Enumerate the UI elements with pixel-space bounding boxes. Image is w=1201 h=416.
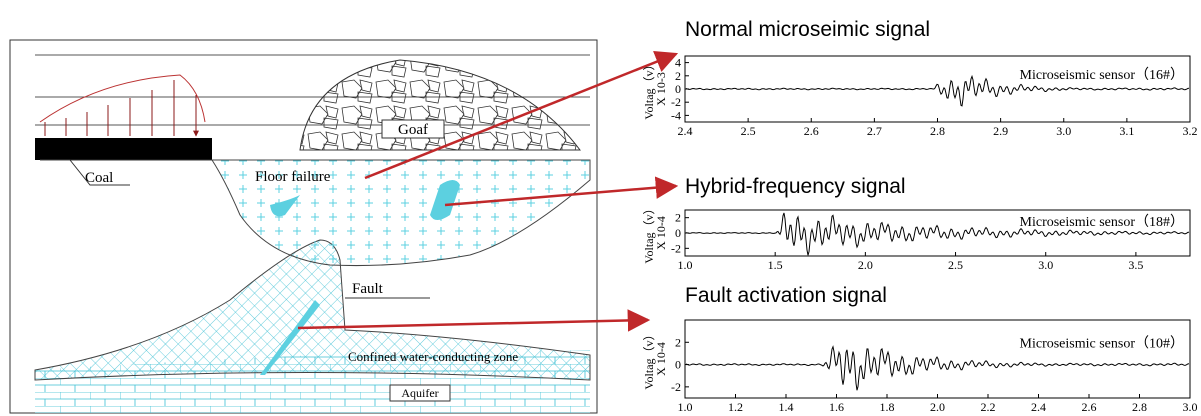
x-tick-label: 2.6 bbox=[804, 124, 819, 138]
x-tick-label: 1.4 bbox=[779, 400, 794, 414]
y-scale-label: X 10-4 bbox=[654, 216, 668, 250]
aquifer-label: Aquifer bbox=[401, 386, 438, 400]
y-axis-label: Voltag（v） bbox=[642, 58, 656, 119]
x-tick-label: 1.5 bbox=[768, 258, 783, 272]
y-scale-label: X 10-3 bbox=[654, 72, 668, 106]
waveform bbox=[685, 345, 1190, 391]
y-tick-label: 0 bbox=[675, 82, 681, 96]
x-tick-label: 1.2 bbox=[728, 400, 743, 414]
x-tick-label: 1.6 bbox=[829, 400, 844, 414]
x-tick-label: 2.5 bbox=[741, 124, 756, 138]
y-scale-label: X 10-4 bbox=[654, 342, 668, 376]
x-tick-label: 3.0 bbox=[1038, 258, 1053, 272]
arrows bbox=[297, 51, 679, 332]
x-tick-label: 2.8 bbox=[1132, 400, 1147, 414]
x-tick-label: 3.0 bbox=[1183, 400, 1198, 414]
panel-title: Hybrid-frequency signal bbox=[685, 175, 906, 198]
x-tick-label: 2.7 bbox=[867, 124, 882, 138]
y-tick-label: -2 bbox=[671, 241, 681, 255]
x-tick-label: 2.6 bbox=[1082, 400, 1097, 414]
y-tick-label: 2 bbox=[675, 211, 681, 225]
x-tick-label: 2.8 bbox=[930, 124, 945, 138]
x-tick-label: 3.5 bbox=[1128, 258, 1143, 272]
y-tick-label: 2 bbox=[675, 69, 681, 83]
y-axis-label: Voltag（v） bbox=[642, 328, 656, 389]
x-tick-label: 2.2 bbox=[981, 400, 996, 414]
sensor-label: Microseismic sensor（10#） bbox=[1020, 335, 1184, 351]
x-tick-label: 2.5 bbox=[948, 258, 963, 272]
floor-label: Floor failure bbox=[255, 169, 331, 185]
waveform bbox=[685, 212, 1189, 256]
plot-frame bbox=[684, 319, 1191, 399]
sensor-label: Microseismic sensor（18#） bbox=[1020, 214, 1184, 230]
goaf-label: Goaf bbox=[398, 122, 428, 138]
panel-title: Fault activation signal bbox=[685, 284, 887, 307]
x-tick-label: 2.9 bbox=[993, 124, 1008, 138]
x-tick-label: 2.4 bbox=[1031, 400, 1046, 414]
x-tick-label: 3.0 bbox=[1056, 124, 1071, 138]
x-tick-label: 3.2 bbox=[1183, 124, 1198, 138]
x-tick-label: 3.1 bbox=[1119, 124, 1134, 138]
waveform bbox=[685, 74, 1190, 107]
x-tick-label: 1.0 bbox=[678, 258, 693, 272]
x-tick-label: 2.0 bbox=[930, 400, 945, 414]
x-tick-label: 1.0 bbox=[678, 400, 693, 414]
y-tick-label: 4 bbox=[675, 56, 681, 70]
coal-label: Coal bbox=[85, 170, 113, 186]
y-tick-label: -4 bbox=[671, 108, 681, 122]
geology-diagram: Coal Goaf Floor failure Fault Confined w… bbox=[9, 39, 598, 414]
zone-label: Confined water-conducting zone bbox=[348, 349, 518, 364]
y-tick-label: 2 bbox=[675, 335, 681, 349]
y-axis-label: Voltag（v） bbox=[642, 202, 656, 263]
sensor-label: Microseismic sensor（16#） bbox=[1020, 67, 1184, 83]
fault-label: Fault bbox=[352, 281, 384, 297]
panel-title: Normal microseimic signal bbox=[685, 18, 930, 41]
x-tick-label: 2.4 bbox=[678, 124, 693, 138]
y-tick-label: -2 bbox=[671, 95, 681, 109]
x-tick-label: 1.8 bbox=[880, 400, 895, 414]
x-tick-label: 2.0 bbox=[858, 258, 873, 272]
y-tick-label: 0 bbox=[675, 358, 681, 372]
y-tick-label: -2 bbox=[671, 380, 681, 394]
y-tick-label: 0 bbox=[675, 226, 681, 240]
